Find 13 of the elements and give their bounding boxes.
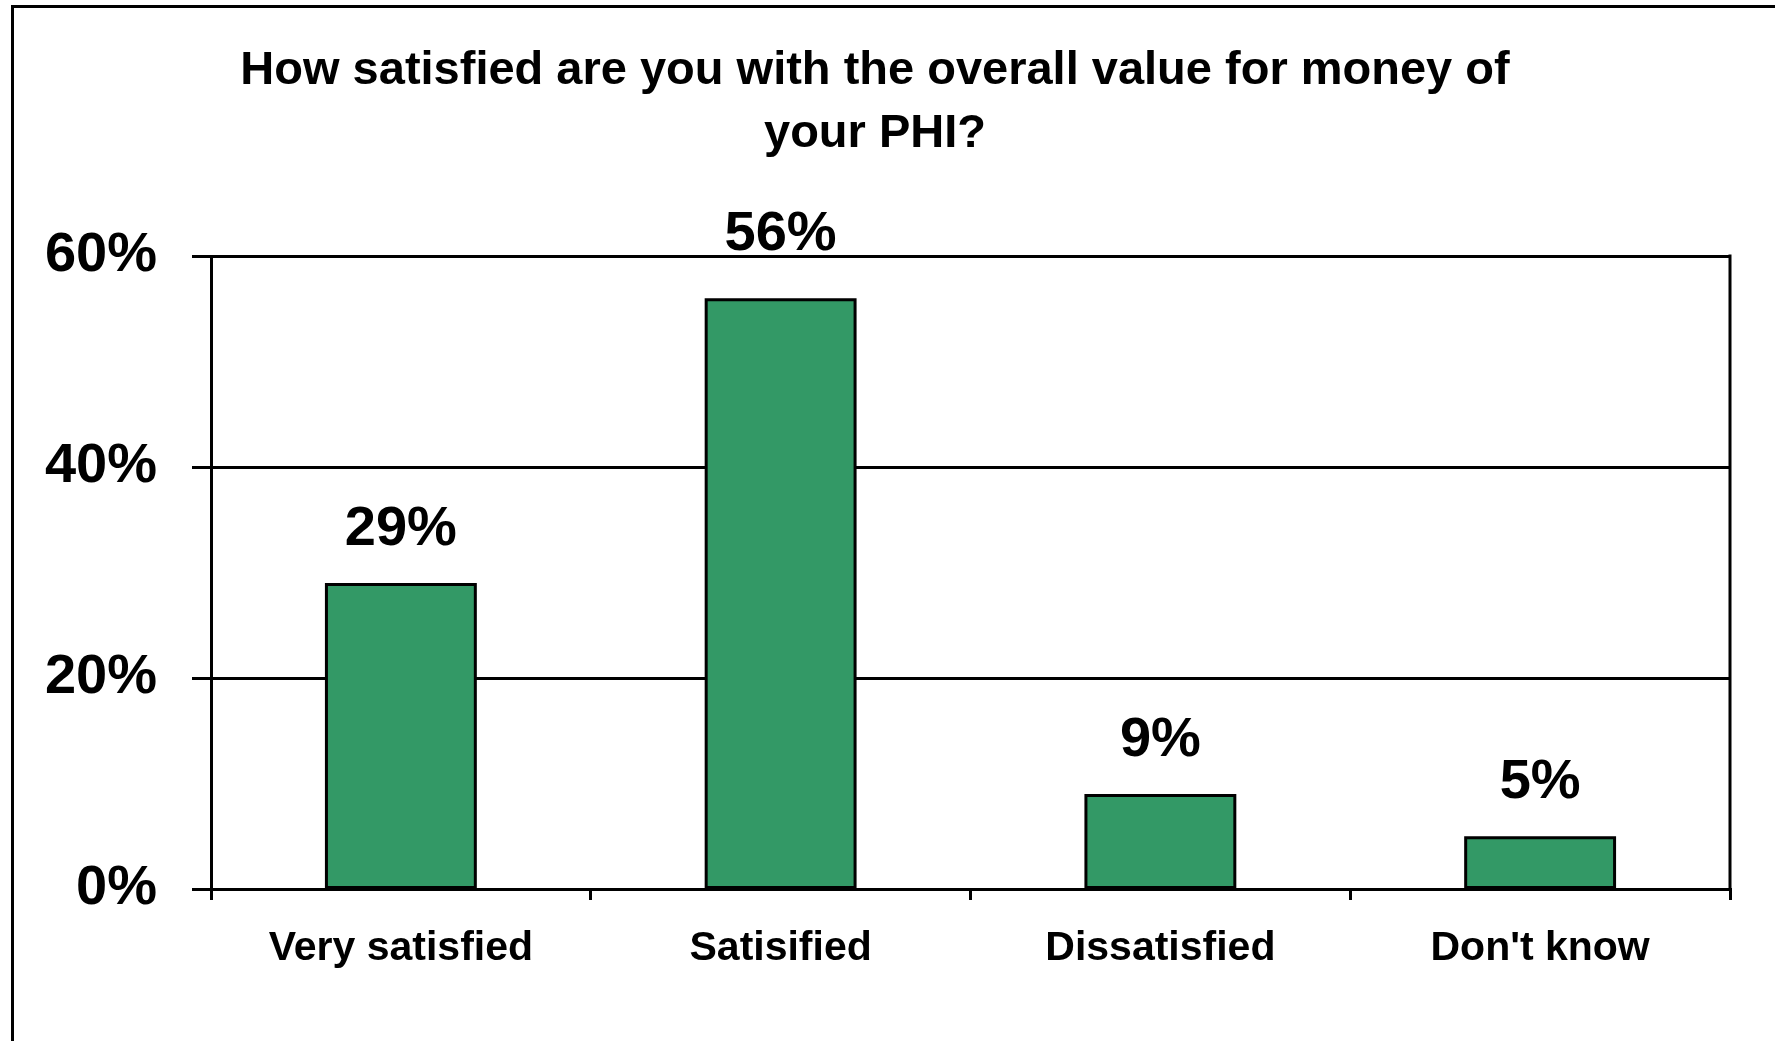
x-tick-label: Satisified xyxy=(689,922,872,969)
data-label: 56% xyxy=(724,199,837,263)
y-tick-label: 40% xyxy=(44,431,157,495)
data-label: 5% xyxy=(1499,747,1581,811)
x-tick-label: Very satisfied xyxy=(268,922,534,969)
y-tick-label: 20% xyxy=(44,642,157,706)
data-label: 29% xyxy=(344,494,457,558)
x-tick-label: Dissatisfied xyxy=(1045,922,1276,969)
chart-title: How satisfied are you with the overall value for money of your PHI? xyxy=(240,41,1510,157)
data-label: 9% xyxy=(1119,705,1201,769)
x-tick-label: Don't know xyxy=(1430,922,1650,969)
y-tick-label: 0% xyxy=(76,853,157,917)
y-tick-label: 60% xyxy=(44,220,157,284)
